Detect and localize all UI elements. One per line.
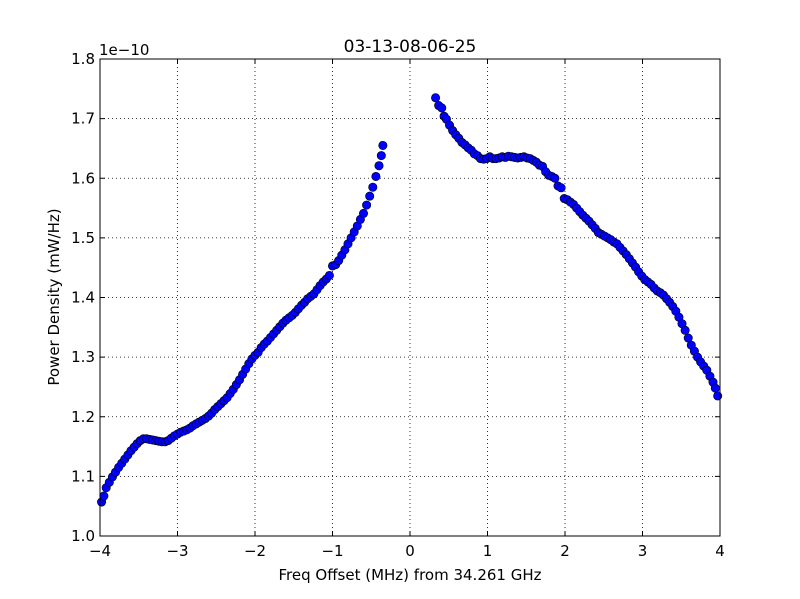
x-tick-labels: −4 −3 −2 −1 0 1 2 3 4 bbox=[89, 542, 725, 560]
y-tick-label: 1.8 bbox=[71, 50, 95, 68]
y-tick-labels: 1.0 1.1 1.2 1.3 1.4 1.5 1.6 1.7 1.8 bbox=[71, 50, 95, 545]
data-point bbox=[358, 208, 368, 218]
y-axis-label: Power Density (mW/Hz) bbox=[45, 208, 63, 385]
data-point bbox=[713, 391, 723, 401]
x-tick-label: 2 bbox=[560, 542, 570, 560]
y-tick-label: 1.3 bbox=[71, 348, 95, 366]
y-tick-label: 1.0 bbox=[71, 527, 95, 545]
grid-lines bbox=[100, 59, 720, 536]
data-point bbox=[680, 325, 690, 335]
data-point bbox=[365, 191, 375, 201]
axis-ticks bbox=[99, 58, 721, 537]
data-point bbox=[710, 383, 720, 393]
x-tick-label: 3 bbox=[638, 542, 648, 560]
x-tick-label: −4 bbox=[89, 542, 111, 560]
data-point bbox=[431, 93, 441, 103]
y-offset-label: 1e−10 bbox=[99, 41, 149, 59]
x-tick-label: 4 bbox=[715, 542, 725, 560]
x-tick-label: 1 bbox=[483, 542, 493, 560]
y-tick-label: 1.1 bbox=[71, 467, 95, 485]
x-tick-label: −3 bbox=[166, 542, 188, 560]
data-point bbox=[556, 183, 566, 193]
chart-title: 03-13-08-06-25 bbox=[344, 37, 477, 57]
x-tick-label: −2 bbox=[244, 542, 266, 560]
data-point bbox=[376, 151, 386, 161]
data-point bbox=[550, 173, 560, 183]
data-point bbox=[371, 171, 381, 181]
data-point bbox=[368, 182, 378, 192]
data-point bbox=[437, 103, 447, 113]
x-axis-label: Freq Offset (MHz) from 34.261 GHz bbox=[279, 566, 542, 584]
y-tick-label: 1.5 bbox=[71, 229, 95, 247]
data-point bbox=[362, 200, 372, 210]
y-tick-label: 1.7 bbox=[71, 110, 95, 128]
x-tick-label: −1 bbox=[321, 542, 343, 560]
y-tick-label: 1.4 bbox=[71, 289, 95, 307]
data-point bbox=[324, 270, 334, 280]
x-tick-label: 0 bbox=[405, 542, 415, 560]
y-tick-label: 1.6 bbox=[71, 169, 95, 187]
data-point bbox=[378, 140, 388, 150]
data-point bbox=[99, 491, 109, 501]
data-point bbox=[374, 161, 384, 171]
data-points bbox=[97, 93, 723, 507]
y-tick-label: 1.2 bbox=[71, 408, 95, 426]
